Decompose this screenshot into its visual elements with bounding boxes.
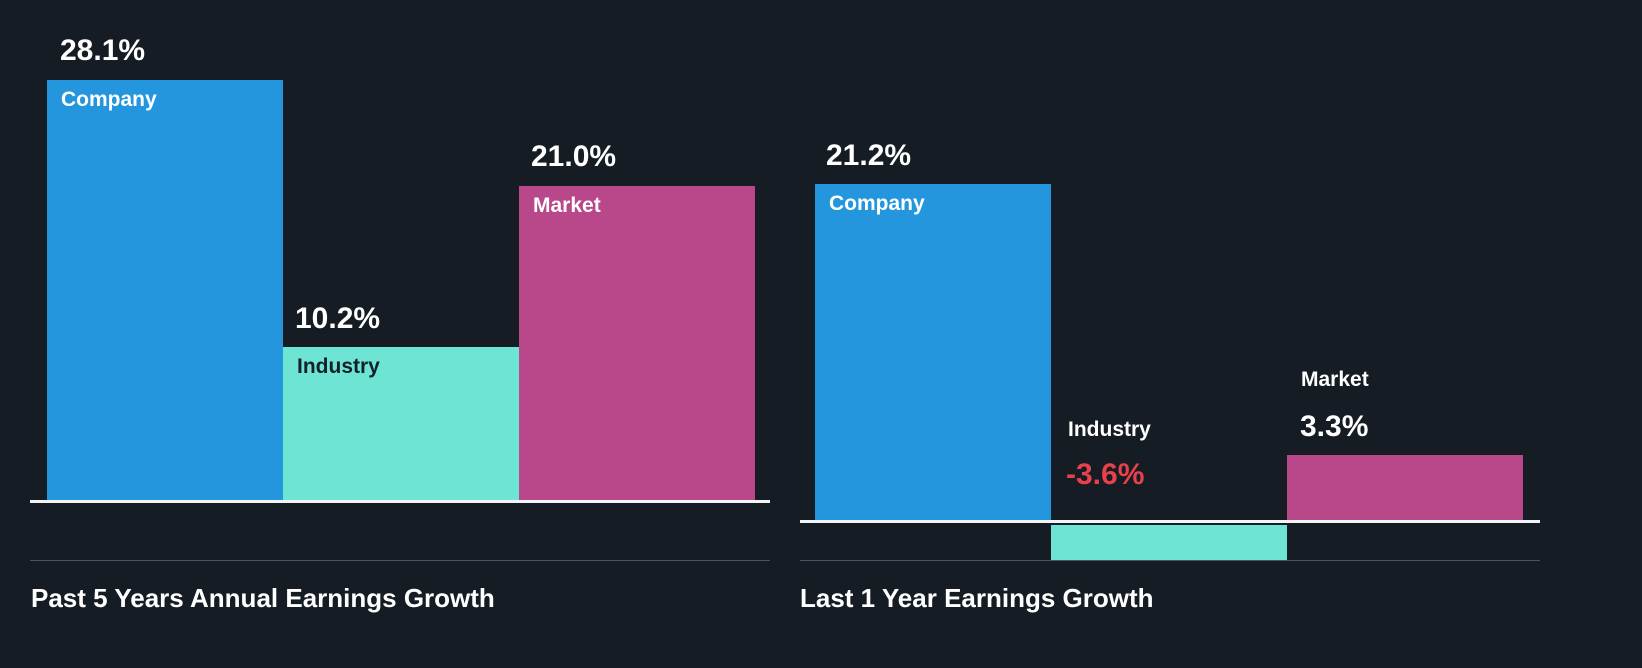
industry-value-label: 10.2% bbox=[295, 302, 381, 335]
zero-baseline bbox=[800, 520, 1540, 523]
market-value-label: 21.0% bbox=[531, 140, 617, 173]
industry-name-label: Industry bbox=[1068, 418, 1151, 441]
company-bar[interactable]: Company bbox=[47, 80, 283, 502]
past-5-years-panel: 28.1% Company 10.2% Industry 21.0% Marke… bbox=[0, 0, 800, 668]
past-5-years-title: Past 5 Years Annual Earnings Growth bbox=[31, 583, 495, 613]
footer-divider bbox=[30, 560, 770, 561]
industry-bar[interactable] bbox=[1051, 525, 1287, 561]
footer-divider bbox=[800, 560, 1540, 561]
company-bar-label: Company bbox=[829, 192, 925, 215]
industry-bar[interactable]: Industry bbox=[283, 347, 519, 502]
last-1-year-title: Last 1 Year Earnings Growth bbox=[800, 583, 1154, 613]
industry-value-label: -3.6% bbox=[1066, 458, 1145, 491]
zero-baseline bbox=[30, 500, 770, 503]
market-bar-label: Market bbox=[533, 194, 601, 217]
industry-bar-label: Industry bbox=[297, 355, 380, 378]
company-value-label: 28.1% bbox=[60, 34, 146, 67]
company-bar[interactable]: Company bbox=[815, 184, 1051, 522]
market-bar[interactable] bbox=[1287, 455, 1523, 522]
company-value-label: 21.2% bbox=[826, 139, 912, 172]
market-bar[interactable]: Market bbox=[519, 186, 755, 502]
company-bar-label: Company bbox=[61, 88, 157, 111]
market-name-label: Market bbox=[1301, 368, 1369, 391]
past-5-years-plot-area: 28.1% Company 10.2% Industry 21.0% Marke… bbox=[0, 0, 800, 668]
last-1-year-panel: 21.2% Company Industry -3.6% Market 3.3%… bbox=[800, 0, 1642, 668]
market-value-label: 3.3% bbox=[1300, 410, 1369, 443]
last-1-year-plot-area: 21.2% Company Industry -3.6% Market 3.3% bbox=[800, 0, 1642, 668]
